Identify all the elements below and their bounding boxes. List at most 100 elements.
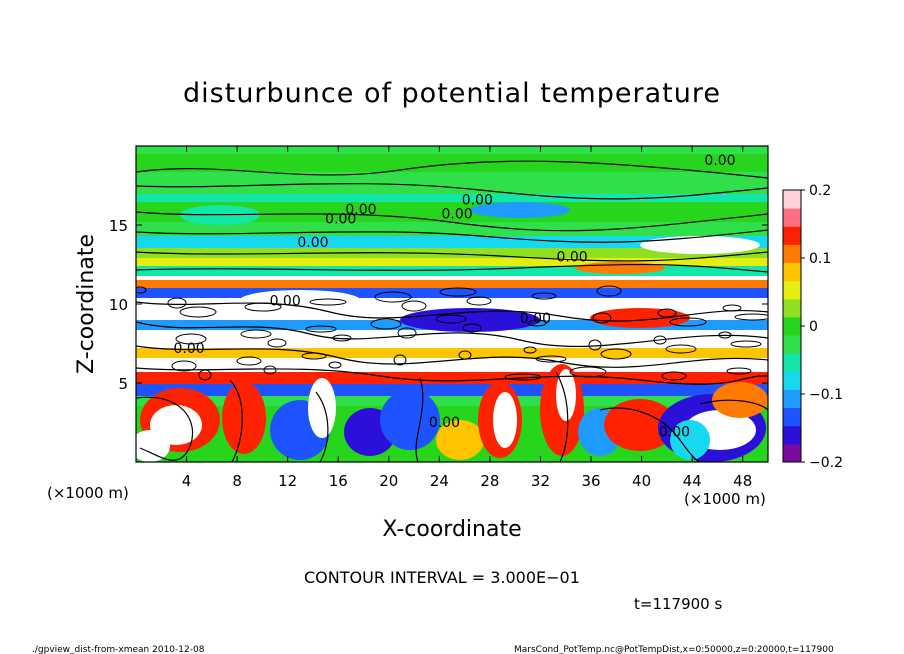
colorbar-segment [783,298,801,318]
colorbar-tick-label: 0 [809,319,818,335]
field-band [136,202,768,222]
contour-label: 0.00 [659,425,690,441]
contour-line [136,367,768,385]
contour-loop [718,331,732,339]
contour-loop [466,296,492,306]
contour-loop [569,366,607,378]
field-band [136,280,768,288]
x-unit-left: (×1000 m) [47,484,129,502]
colorbar-segment [783,335,801,354]
colorbar-tick-label: −0.1 [809,387,843,403]
contour-loop [370,318,402,330]
colorbar-segment [783,262,801,282]
contour-labels: 0.000.000.00 0.000.000.000.000.000.000.00… [174,153,736,441]
y-tick-label: 10 [109,296,128,314]
contour-loop [523,346,537,354]
contour-label: 0.00 [174,341,205,357]
contour-loop [531,292,557,300]
contour-loop [458,350,472,360]
colorbar-segment [783,190,801,209]
contour-line [136,396,194,461]
contour-line [136,321,768,348]
contour-label: 0.00 [520,311,551,327]
contour-label: 0.00 [325,211,356,227]
field-band [136,172,768,194]
field-band [136,154,768,172]
contour-label: 0.00 [429,415,460,431]
field-patch [222,382,266,454]
colorbar-segment [783,280,801,300]
contour-line [699,399,768,411]
field-band [136,258,768,266]
x-tick-label: 12 [278,472,297,490]
contour-loop [244,302,282,312]
contour-loop [665,344,697,354]
colorbar-segment [783,443,801,463]
contour-loop [167,297,187,309]
contour-loop [374,291,412,303]
contour-loop [171,360,197,372]
colorbar-segment [783,371,801,390]
field-patch [308,378,336,438]
field-band [136,248,768,258]
contour-label: 0.00 [270,294,301,310]
field-band [136,384,768,396]
plot-area: 0.000.000.00 0.000.000.000.000.000.000.00… [109,145,769,490]
field-band [136,288,768,298]
field-patch [400,308,540,332]
y-axis-label: Z-coordinate [74,234,99,374]
x-tick-label: 36 [581,472,600,490]
x-tick-label: 16 [329,472,348,490]
contour-loop [435,314,467,324]
x-tick-label: 48 [733,472,752,490]
contour-loop [596,285,622,297]
contour-loop [726,367,752,375]
contour-line [415,377,424,462]
contour-loop [592,312,612,324]
x-tick-label: 44 [683,472,702,490]
contour-loop [301,352,327,360]
colorbar: 0.2 0.1 0 −0.1 −0.2 [782,183,843,471]
field-band [136,146,768,154]
field-patch [712,382,768,418]
contour-label: 0.00 [345,202,376,218]
contour-loop [722,304,742,312]
contour-loop [305,325,337,333]
field-patch [493,392,517,448]
contour-loop [653,335,667,345]
field-band [136,348,768,358]
colorbar-segment [783,353,801,372]
y-tick-label: 15 [109,217,128,235]
chart-title: disturbunce of potential temperature [183,78,721,109]
field-band [136,266,768,276]
contour-loop [175,333,207,345]
contour-loop [439,287,477,297]
contour-loop [240,329,272,339]
contour-loop [734,313,768,321]
y-axis-ticks: 5 10 15 [109,217,768,393]
colorbar-tick-label: −0.2 [809,455,843,471]
contour-label: 0.00 [556,249,587,265]
contour-line [136,263,768,273]
contour-interval-text: CONTOUR INTERVAL = 3.000E−01 [304,568,580,587]
contour-line [136,160,768,179]
field-patch [670,420,710,460]
contour-loop [600,348,632,360]
contour-label: 0.00 [462,192,493,208]
contour-loop [462,323,482,333]
footer-right: MarsCond_PotTemp.nc@PotTempDist,x=0:5000… [514,645,834,654]
contour-loop [730,340,762,348]
contour-loop [661,371,687,381]
x-axis-label: X-coordinate [382,517,521,542]
contour-loop [588,339,602,351]
contour-loop [198,369,212,381]
colorbar-tick-label: 0.2 [809,183,831,199]
contour-loop [657,308,677,318]
field-patch [470,202,570,218]
x-tick-label: 24 [430,472,449,490]
contour-loop [179,306,217,318]
field-band [136,396,768,406]
contour-line [136,229,768,243]
x-tick-label: 8 [232,472,242,490]
